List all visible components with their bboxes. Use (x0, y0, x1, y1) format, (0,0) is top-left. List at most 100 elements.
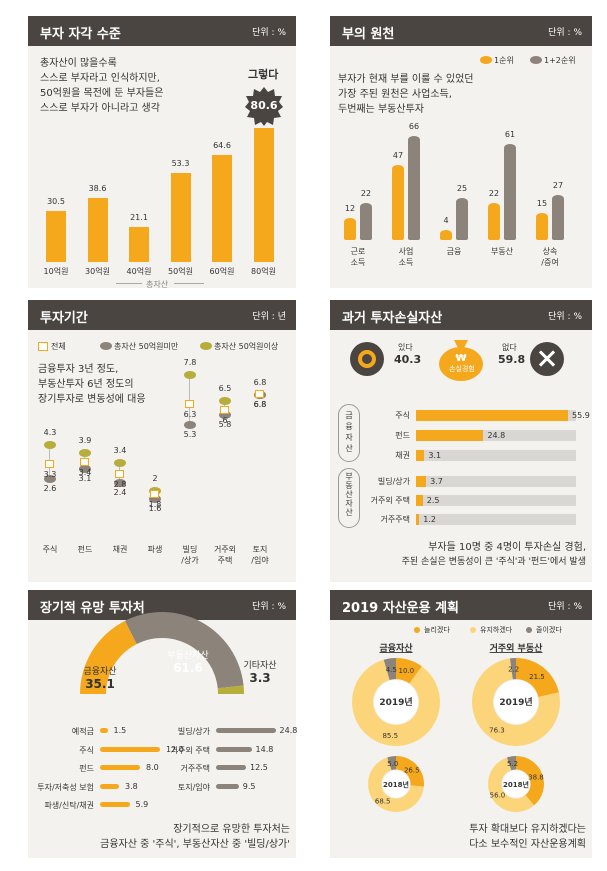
legend-coin-icon (200, 342, 212, 350)
legend-coin-icon (480, 56, 492, 64)
bar-category: 거주주택 (180, 764, 210, 773)
panel-header: 2019 자산운용 계획 단위 : % (330, 590, 592, 620)
bar-value: 3.7 (430, 477, 443, 486)
bar-track (416, 476, 576, 487)
value-high: 3.9 (78, 436, 92, 445)
panel-title: 부자 자각 수준 (40, 27, 121, 42)
coin-icon (44, 475, 56, 483)
value-all: 3.3 (43, 470, 57, 479)
panel-promising-investments: 장기적 유망 투자처 단위 : % 금융자산 35.1 부동산자산 61.6 기타자산 3.… (28, 590, 298, 858)
bar-value: 24.8 (279, 726, 298, 735)
unit-label: 단위 : 년 (252, 312, 286, 322)
bar-category: 주식 (79, 745, 94, 755)
bar-value: 5.9 (135, 800, 149, 809)
slice-value: 5.2 (507, 760, 518, 768)
yes-label: 있다 (398, 343, 413, 352)
no-label: 없다 (502, 343, 517, 352)
legend-label: 1+2순위 (544, 56, 576, 65)
donut-slice (507, 756, 516, 771)
coin-icon (392, 164, 404, 173)
description-line: 장기투자로 변동성에 대응 (38, 394, 146, 405)
bar-value: 25 (456, 184, 468, 194)
value-low: 6.8 (253, 400, 267, 409)
bar-category: 근로 (350, 247, 366, 256)
bar-category: 소득 (350, 258, 366, 267)
bar (488, 206, 500, 240)
bar-value: 53.3 (171, 159, 190, 169)
value-all: 1.8 (148, 500, 162, 509)
panel-title: 부의 원천 (342, 27, 395, 42)
donut-slice (516, 658, 559, 698)
no-value: 59.8 (498, 353, 526, 366)
bar-category: 빌딩/상가 (377, 477, 410, 486)
description-line: 50억원을 목전에 둔 부자들은 (40, 88, 164, 99)
coin-icon (149, 495, 161, 503)
group-box (338, 468, 360, 528)
bar-track (416, 495, 576, 506)
slice-label: 기타자산 (243, 660, 276, 671)
bar-category: 사업 (398, 247, 414, 256)
donut-slice (509, 658, 516, 680)
note-line: 주된 손실은 변동성이 큰 '주식'과 '펀드'에서 발생 (401, 557, 586, 567)
description-line: 스스로 부자가 아니라고 생각 (40, 103, 160, 114)
slice-value: 68.5 (375, 798, 391, 806)
donut-charts: 금융자산 거주외 부동산 10.0 85.5 4.5 2019년 26.5 68.5 5.0 20… (352, 642, 560, 812)
donut-hole (382, 770, 410, 798)
bar-category: 상속 (542, 247, 558, 256)
bar (536, 217, 548, 240)
bar-category: 토지/임야 (177, 782, 210, 792)
panel-title: 2019 자산운용 계획 (342, 601, 459, 616)
donut-slice (516, 756, 544, 806)
svg-text:₩: ₩ (455, 353, 466, 364)
note-line: 다소 보수적인 자산운용계획 (469, 839, 586, 850)
bar (360, 206, 372, 240)
value-high: 6.5 (218, 384, 232, 393)
bar (216, 728, 276, 733)
unit-label: 단위 : % (548, 312, 582, 322)
legend-label: 유지하겠다 (480, 626, 513, 634)
year-label: 2019년 (379, 696, 412, 708)
yes-circle-icon (350, 342, 384, 376)
bar-category: 소득 (398, 258, 414, 267)
coin-icon (408, 136, 420, 144)
axis-label: 총자산 (146, 280, 169, 289)
donut-slice (352, 659, 440, 746)
callout-badge-icon (245, 87, 283, 126)
bar-category: 거주외 주택 (370, 496, 410, 505)
bar-value: 12.0 (166, 744, 184, 754)
unit-label: 단위 : % (548, 28, 582, 38)
category-label: 토지 (252, 545, 268, 554)
panel-wealth-awareness: 부자 자각 수준 단위 : % 총자산이 많을수록 스스로 부자라고 인식하지만,… (28, 16, 296, 289)
coin-icon (114, 459, 126, 467)
coin-icon (219, 411, 231, 419)
group-label: 부동산자산 (345, 472, 353, 517)
unit-label: 단위 : % (548, 602, 582, 612)
value-high: 7.8 (183, 358, 197, 367)
calendar-icon (38, 342, 48, 351)
group-box (338, 404, 360, 462)
bar-category: 펀드 (395, 431, 410, 440)
pie-slice (125, 612, 244, 689)
bar-category: 부동산 (490, 247, 514, 256)
donut-hole (502, 770, 530, 798)
bar (392, 168, 404, 240)
bar-track (416, 514, 576, 525)
bar-value: 64.6 (213, 140, 231, 150)
donut-slice (383, 658, 396, 681)
legend-label: 전체 (51, 342, 66, 351)
bar (100, 728, 108, 733)
calendar-icon (115, 470, 124, 478)
calendar-icon (150, 490, 159, 498)
bar-value: 12 (344, 203, 356, 213)
legend-label: 늘리겠다 (424, 626, 450, 634)
group-label: 금융자산 (345, 411, 353, 453)
calendar-icon (45, 460, 54, 468)
slice-label: 부동산자산 (167, 650, 208, 661)
legend-dot-icon (526, 627, 532, 633)
category-label: 파생 (147, 545, 163, 554)
slice-value: 35.1 (85, 677, 115, 691)
bar-value: 1.2 (423, 515, 436, 524)
bar-value: 47 (392, 150, 404, 160)
donut-slice (488, 757, 535, 812)
unit-label: 단위 : % (252, 602, 286, 612)
